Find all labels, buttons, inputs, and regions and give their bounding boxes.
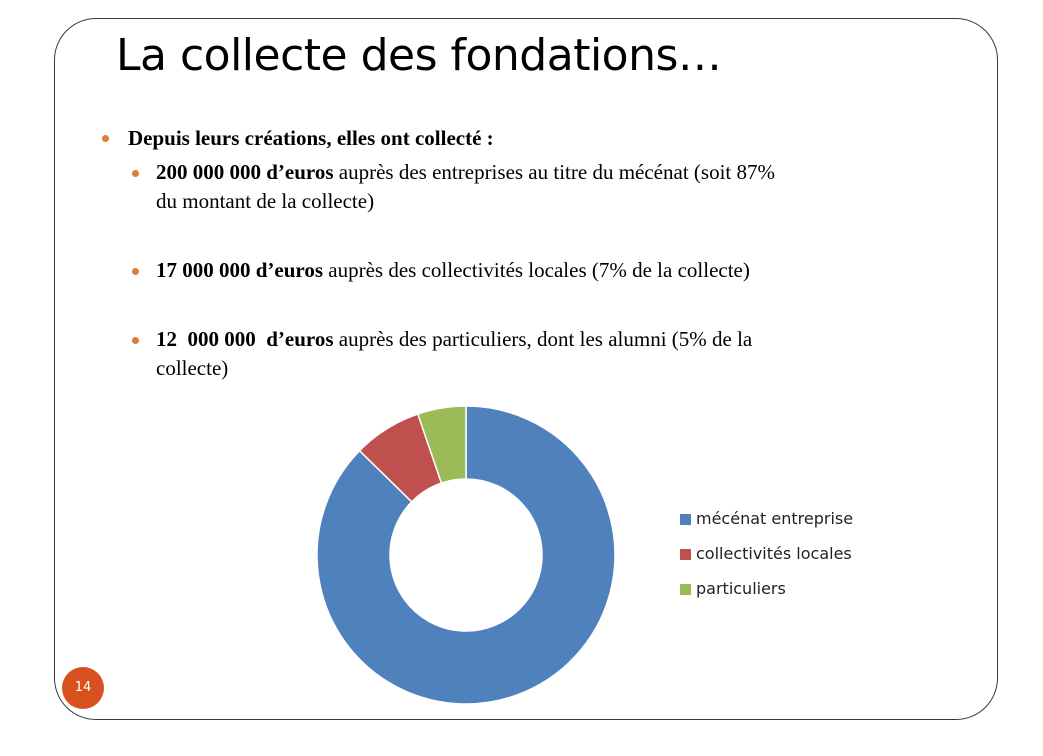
legend-swatch	[680, 549, 691, 560]
legend-label: collectivités locales	[696, 544, 852, 563]
text-particuliers-line2: collecte)	[156, 356, 229, 380]
legend-item-particuliers: particuliers	[680, 578, 853, 613]
text-collectivites-line1: auprès des collectivités locales (7% de …	[323, 258, 750, 282]
chart-legend: mécénat entreprise collectivités locales…	[680, 508, 853, 613]
amount-particuliers: 12 000 000 d’euros	[156, 327, 334, 351]
bullet-list: Depuis leurs créations, elles ont collec…	[100, 124, 960, 383]
legend-item-mecenat: mécénat entreprise	[680, 508, 853, 543]
legend-swatch	[680, 514, 691, 525]
legend-item-collectivites: collectivités locales	[680, 543, 853, 578]
text-particuliers-line1: auprès des particuliers, dont les alumni…	[333, 327, 753, 351]
text-entreprises-line1: auprès des entreprises au titre du mécén…	[333, 160, 775, 184]
legend-label: mécénat entreprise	[696, 509, 854, 528]
bullet-dot-icon	[132, 337, 139, 344]
text-entreprises-line2: du montant de la collecte)	[156, 189, 375, 213]
page-number-badge: 14	[62, 667, 104, 709]
bullet-intro-text: Depuis leurs créations, elles ont collec…	[128, 126, 494, 150]
bullet-item-entreprises: 200 000 000 d’euros auprès des entrepris…	[100, 158, 960, 216]
bullet-item-collectivites: 17 000 000 d’euros auprès des collectivi…	[100, 256, 960, 285]
bullet-intro: Depuis leurs créations, elles ont collec…	[100, 124, 960, 152]
amount-entreprises: 200 000 000 d’euros	[156, 160, 334, 184]
bullet-item-particuliers: 12 000 000 d’euros auprès des particulie…	[100, 325, 960, 383]
bullet-dot-icon	[132, 268, 139, 275]
slide-title: La collecte des fondations…	[116, 30, 722, 81]
legend-swatch	[680, 584, 691, 595]
amount-collectivites: 17 000 000 d’euros	[156, 258, 324, 282]
bullet-dot-icon	[132, 170, 139, 177]
bullet-dot-icon	[102, 135, 109, 142]
legend-label: particuliers	[696, 579, 786, 598]
